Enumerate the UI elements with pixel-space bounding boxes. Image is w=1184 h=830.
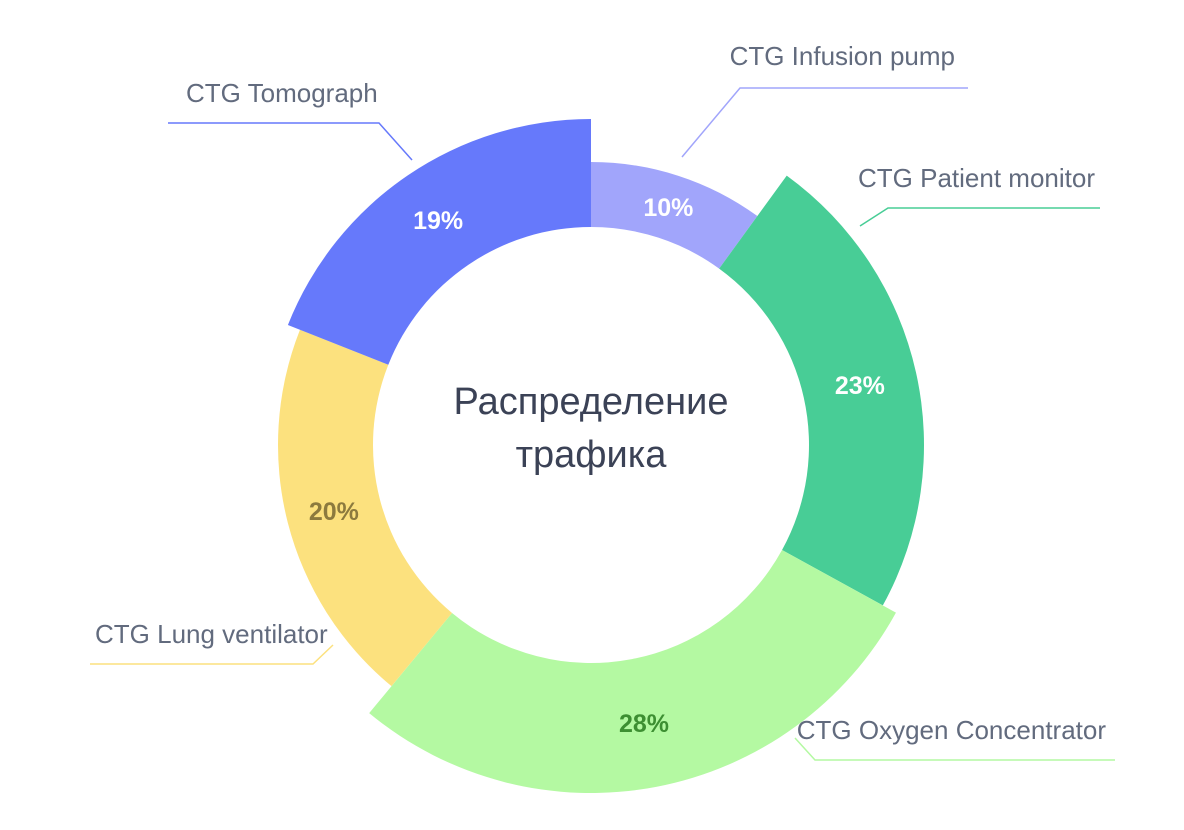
donut-segment [719, 175, 924, 606]
donut-segment [278, 329, 453, 687]
legend-leader-line [681, 87, 968, 158]
legend-leader-line [168, 122, 413, 161]
legend-leader-line [859, 207, 1100, 227]
donut-segment [591, 162, 758, 269]
chart-title-line-1: Распределение [454, 381, 729, 423]
segment-value-label: 23% [835, 372, 885, 400]
chart-title-line-2: трафика [516, 434, 668, 476]
segment-value-label: 10% [643, 194, 693, 222]
legend-label: CTG Oxygen Concentrator [797, 715, 1107, 745]
legend-leader-line [90, 644, 334, 665]
donut-segment [287, 119, 591, 365]
legend-label: CTG Tomograph [186, 78, 378, 108]
legend-leader-line [794, 737, 1115, 761]
legend-label: CTG Patient monitor [858, 163, 1095, 193]
segment-value-label: 20% [309, 498, 359, 526]
legend-label: CTG Lung ventilator [95, 619, 328, 649]
segment-value-label: 19% [413, 207, 463, 235]
legend-label: CTG Infusion pump [730, 41, 955, 71]
segment-value-label: 28% [619, 710, 669, 738]
donut-segment [369, 550, 896, 793]
